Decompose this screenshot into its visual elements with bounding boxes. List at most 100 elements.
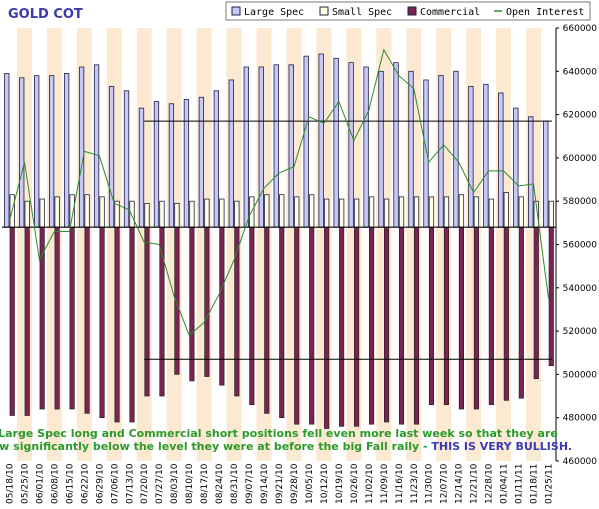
- x-tick-label: 09/07/10: [245, 463, 255, 504]
- small-spec-bar: [39, 198, 45, 228]
- commercial-bar: [354, 226, 360, 427]
- small-spec-bar: [413, 196, 420, 228]
- large-spec-bar: [153, 101, 160, 228]
- x-tick-label: 07/13/10: [125, 463, 135, 504]
- commercial-bar: [249, 226, 255, 406]
- x-tick-label: 11/30/10: [425, 463, 435, 504]
- small-spec-bar: [309, 194, 315, 228]
- x-tick-label: 01/18/11: [530, 464, 540, 504]
- commercial-bar: [518, 226, 524, 399]
- small-spec-bar: [189, 200, 195, 228]
- large-spec-bar: [438, 75, 444, 228]
- commercial-bar: [398, 226, 405, 425]
- small-spec-bar: [129, 200, 135, 228]
- bar-series: [2, 53, 556, 429]
- commercial-bar: [548, 226, 554, 367]
- commercial-bar: [24, 226, 30, 416]
- x-tick-label: 12/14/10: [455, 463, 465, 504]
- y-tick-label: 540000: [563, 284, 598, 294]
- reference-lines: [144, 120, 552, 360]
- large-spec-bar: [303, 55, 309, 228]
- x-tick-label: 08/10/10: [185, 463, 195, 504]
- y-tick-label: 640000: [563, 67, 598, 77]
- legend-label-small-spec: Small Spec: [332, 7, 392, 18]
- large-spec-bar: [513, 107, 519, 228]
- small-spec-bar: [368, 196, 375, 228]
- large-spec-bar: [4, 73, 10, 228]
- large-spec-bar: [423, 79, 429, 228]
- large-spec-bar: [183, 99, 190, 228]
- legend-swatch-commercial: [407, 6, 417, 16]
- large-spec-bar: [318, 53, 324, 228]
- x-axis-ticks: 05/18/10 05/25/10 06/01/10 06/08/10 06/15/10…: [5, 463, 554, 504]
- x-tick-label: 11/02/10: [365, 463, 375, 504]
- x-tick-label: 08/24/10: [215, 463, 225, 504]
- small-spec-bar: [488, 198, 495, 228]
- small-spec-bar: [219, 198, 225, 228]
- large-spec-bar: [93, 64, 100, 228]
- large-spec-bar: [78, 66, 85, 228]
- x-tick-label: 07/20/10: [140, 463, 150, 504]
- x-tick-label: 06/15/10: [65, 463, 75, 504]
- x-tick-label: 06/22/10: [80, 463, 90, 504]
- commercial-bar: [473, 226, 479, 410]
- commercial-bar: [279, 226, 285, 418]
- x-tick-label: 12/07/10: [440, 463, 450, 504]
- commercial-bar: [69, 226, 75, 410]
- large-spec-bar: [258, 66, 264, 228]
- large-spec-bar: [273, 64, 279, 228]
- small-spec-bar: [338, 198, 345, 228]
- x-tick-label: 01/25/11: [545, 464, 555, 504]
- commercial-bar: [189, 226, 195, 382]
- commercial-bar: [264, 226, 270, 414]
- annotation-line-2: now significantly below the level they w…: [0, 440, 572, 453]
- x-tick-label: 10/05/10: [305, 463, 315, 504]
- large-spec-bar: [333, 57, 339, 228]
- x-tick-label: 08/31/10: [230, 463, 240, 504]
- x-tick-label: 09/28/10: [290, 463, 300, 504]
- y-tick-label: 600000: [563, 154, 598, 164]
- small-spec-bar: [458, 194, 465, 228]
- x-tick-label: 10/19/10: [335, 463, 345, 504]
- commercial-bar: [384, 226, 390, 423]
- large-spec-bar: [468, 86, 474, 228]
- small-spec-bar: [324, 198, 330, 228]
- x-tick-label: 07/06/10: [110, 463, 120, 504]
- large-spec-bar: [528, 116, 534, 228]
- large-spec-bar: [123, 90, 130, 228]
- legend: Large Spec Small Spec Commercial Open In…: [225, 1, 591, 21]
- commercial-bar: [428, 226, 435, 406]
- legend-label-large-spec: Large Spec: [244, 7, 304, 18]
- commercial-bar: [369, 226, 375, 425]
- large-spec-bar: [49, 75, 55, 228]
- large-spec-bar: [393, 62, 399, 228]
- small-spec-bar: [353, 198, 360, 228]
- small-spec-bar: [84, 194, 90, 228]
- legend-label-open-interest: Open Interest: [506, 7, 584, 18]
- small-spec-bar: [548, 200, 554, 228]
- large-spec-bar: [63, 73, 70, 228]
- x-tick-label: 06/29/10: [95, 463, 105, 504]
- x-tick-label: 12/28/10: [485, 463, 495, 504]
- x-tick-label: 10/12/10: [320, 463, 330, 504]
- annotation-line-1: Large Spec long and Commercial short pos…: [0, 427, 558, 440]
- large-spec-bar: [243, 66, 249, 228]
- x-tick-label: 11/23/10: [410, 463, 420, 504]
- x-tick-label: 09/21/10: [275, 463, 285, 504]
- small-spec-bar: [144, 202, 150, 228]
- commercial-bar: [99, 226, 105, 418]
- large-spec-bar: [34, 75, 40, 228]
- annotation-line-2-main: now significantly below the level they w…: [0, 440, 431, 453]
- x-tick-label: 08/17/10: [200, 463, 210, 504]
- open-interest-line: [9, 48, 549, 337]
- x-tick-label: 06/01/10: [35, 463, 45, 504]
- large-spec-bar: [378, 70, 384, 228]
- commercial-bar: [9, 226, 15, 416]
- large-spec-bar: [408, 70, 414, 228]
- small-spec-bar: [204, 198, 210, 228]
- commercial-bar: [503, 226, 509, 401]
- small-spec-bar: [279, 194, 285, 228]
- large-spec-bar: [168, 103, 175, 228]
- small-spec-bar: [159, 200, 165, 228]
